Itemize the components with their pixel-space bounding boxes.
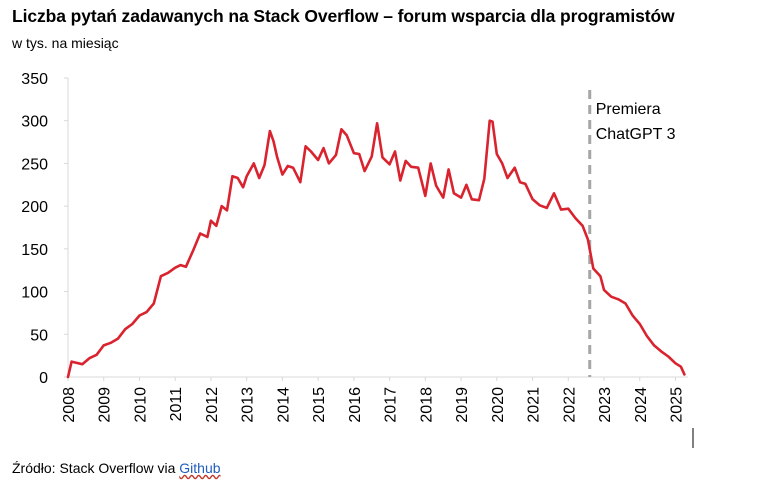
x-tick-label: 2025	[668, 387, 685, 423]
source-link[interactable]: Github	[179, 460, 221, 476]
x-tick-label: 2016	[347, 387, 364, 423]
x-tick-label: 2010	[132, 387, 149, 423]
chart-subtitle: w tys. na miesiąc	[12, 35, 119, 51]
y-tick-label: 0	[39, 370, 48, 387]
y-tick-label: 300	[21, 114, 48, 131]
x-tick-label: 2014	[275, 387, 292, 423]
x-ticks: 2008 2009 2010 2011 2012 2013 2014 2015 2016 2017…	[61, 377, 685, 423]
y-tick-label: 50	[30, 327, 48, 344]
x-tick-label: 2024	[633, 387, 650, 423]
x-tick-label: 2008	[61, 387, 78, 423]
x-tick-label: 2017	[383, 387, 400, 423]
series-line	[66, 119, 686, 379]
x-tick-label: 2019	[454, 387, 471, 423]
annotation-label: Premiera	[596, 101, 661, 118]
x-tick-label: 2021	[526, 387, 543, 423]
series	[66, 119, 686, 379]
y-ticks: 0 50 100 150 200 250 300 350	[21, 71, 68, 387]
axes	[67, 78, 694, 448]
x-tick-label: 2012	[204, 387, 221, 423]
x-tick-label: 2022	[561, 387, 578, 423]
annotations: Premiera ChatGPT 3	[588, 90, 676, 377]
x-tick-label: 2013	[240, 387, 257, 423]
x-tick-label: 2011	[168, 387, 185, 422]
chart-title: Liczba pytań zadawanych na Stack Overflo…	[12, 6, 675, 26]
x-tick-label: 2015	[311, 387, 328, 423]
x-tick-label: 2009	[97, 387, 114, 423]
x-tick-label: 2020	[490, 387, 507, 423]
y-tick-label: 200	[21, 199, 48, 216]
y-tick-label: 350	[21, 71, 48, 88]
y-tick-label: 150	[21, 242, 48, 259]
x-tick-label: 2023	[597, 387, 614, 423]
source-prefix: Źródło: Stack Overflow via	[12, 460, 180, 476]
x-tick-label: 2018	[418, 387, 435, 423]
y-tick-label: 250	[21, 156, 48, 173]
y-tick-label: 100	[21, 285, 48, 302]
annotation-label: ChatGPT 3	[596, 126, 676, 143]
source-note: Źródło: Stack Overflow via Github	[12, 460, 221, 476]
